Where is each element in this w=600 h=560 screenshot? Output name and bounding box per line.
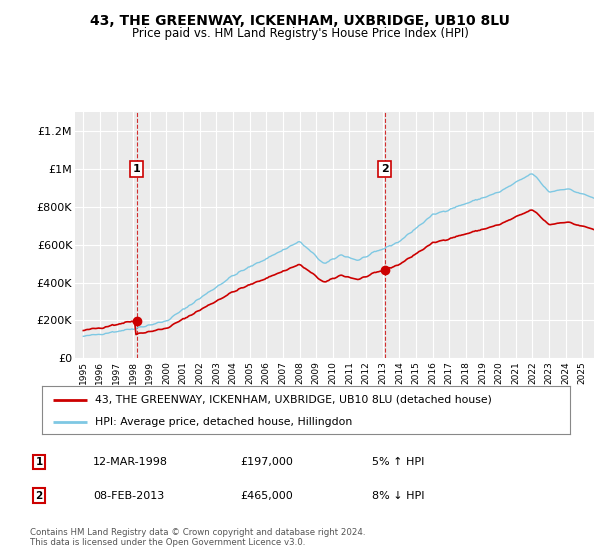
Text: 43, THE GREENWAY, ICKENHAM, UXBRIDGE, UB10 8LU: 43, THE GREENWAY, ICKENHAM, UXBRIDGE, UB… (90, 14, 510, 28)
Text: 08-FEB-2013: 08-FEB-2013 (93, 491, 164, 501)
Text: 5% ↑ HPI: 5% ↑ HPI (372, 457, 424, 467)
Text: 43, THE GREENWAY, ICKENHAM, UXBRIDGE, UB10 8LU (detached house): 43, THE GREENWAY, ICKENHAM, UXBRIDGE, UB… (95, 395, 491, 405)
Text: HPI: Average price, detached house, Hillingdon: HPI: Average price, detached house, Hill… (95, 417, 352, 427)
Text: Price paid vs. HM Land Registry's House Price Index (HPI): Price paid vs. HM Land Registry's House … (131, 27, 469, 40)
Text: 2: 2 (35, 491, 43, 501)
Text: 8% ↓ HPI: 8% ↓ HPI (372, 491, 425, 501)
Text: 1: 1 (35, 457, 43, 467)
Text: 2: 2 (381, 164, 389, 174)
Text: 12-MAR-1998: 12-MAR-1998 (93, 457, 168, 467)
Text: £465,000: £465,000 (240, 491, 293, 501)
Text: Contains HM Land Registry data © Crown copyright and database right 2024.
This d: Contains HM Land Registry data © Crown c… (30, 528, 365, 547)
Text: 1: 1 (133, 164, 140, 174)
Text: £197,000: £197,000 (240, 457, 293, 467)
